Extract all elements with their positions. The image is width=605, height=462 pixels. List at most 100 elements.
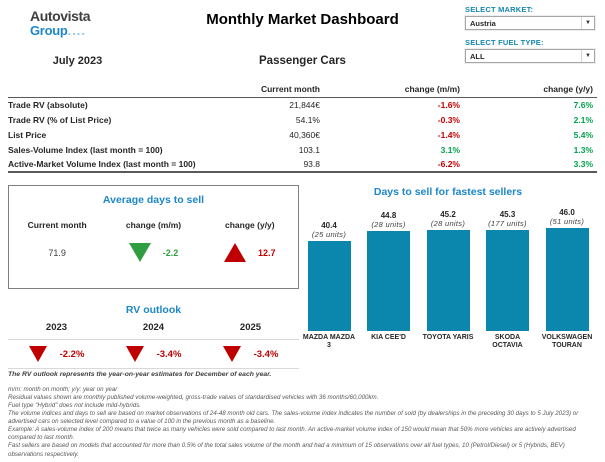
fastest-sellers-chart: Days to sell for fastest sellers 40.4 (2… <box>299 186 597 351</box>
filter-controls: SELECT MARKET: Austria ▼ SELECT FUEL TYP… <box>464 5 596 71</box>
page-title: Monthly Market Dashboard <box>206 11 399 28</box>
bar-column: 40.4 (25 units) <box>301 220 357 331</box>
footnote-line: Example: A sales-volume index of 200 mea… <box>8 426 576 442</box>
bar-column: 45.2 (28 units) <box>420 210 476 331</box>
bar-value-label: 44.8 <box>380 210 397 220</box>
rv-outlook-item: -3.4% <box>105 346 202 362</box>
avg-col-header-current: Current month <box>27 220 87 230</box>
kpi-header-row: Current month change (m/m) change (y/y) <box>8 82 597 98</box>
triangle-down-red-icon <box>222 346 241 362</box>
rv-outlook-item: -2.2% <box>8 346 105 362</box>
table-row: Active-Market Volume Index (last month =… <box>8 157 597 173</box>
bar-column: 45.3 (177 units) <box>480 210 536 331</box>
change-mm-value: -1.4% <box>437 129 460 140</box>
row-label: Trade RV (% of List Price) <box>8 114 112 125</box>
triangle-down-green-icon <box>128 243 151 262</box>
current-value: 93.8 <box>239 157 324 173</box>
bar <box>426 229 470 331</box>
rv-year: 2025 <box>239 322 262 333</box>
bar-value-label: 45.3 <box>499 209 516 219</box>
x-axis-label: KIA CEE'D <box>371 334 406 341</box>
market-select[interactable]: Austria ▼ <box>464 15 596 31</box>
kpi-table: Current month change (m/m) change (y/y) … <box>8 82 597 173</box>
row-label: Active-Market Volume Index (last month =… <box>8 157 239 173</box>
market-select-label: SELECT MARKET: <box>465 5 534 14</box>
table-row: Trade RV (absolute) 21,844€ -1.6% 7.6% <box>8 97 597 112</box>
current-value: 40,360€ <box>289 129 320 140</box>
footnote-line: Residual values shown are monthly publis… <box>8 394 379 402</box>
autovista-group-logo: Autovista Group.... <box>30 8 91 38</box>
x-axis-label: TOYOTA YARIS <box>422 334 474 341</box>
rv-outlook-item: -3.4% <box>202 346 299 362</box>
row-label: Sales-Volume Index (last month = 100) <box>8 144 163 155</box>
change-mm-value: -0.3% <box>437 114 460 125</box>
row-label: Trade RV (absolute) <box>8 99 88 110</box>
bar-units-label: (177 units) <box>488 218 527 228</box>
dropdown-arrow-icon: ▼ <box>581 50 594 62</box>
fuel-select-label: SELECT FUEL TYPE: <box>465 38 544 47</box>
bar-value-label: 45.2 <box>440 209 456 219</box>
col-header-change-mm: change (m/m) <box>324 82 464 98</box>
table-row: List Price 40,360€ -1.4% 5.4% <box>8 127 597 142</box>
change-yy-value: 1.3% <box>573 144 593 155</box>
bar <box>545 228 589 331</box>
bar-units-label: (28 units) <box>430 218 466 228</box>
triangle-down-red-icon <box>125 346 144 362</box>
current-value: 103.1 <box>298 144 320 155</box>
panel-title: Average days to sell <box>102 194 205 206</box>
logo-dots: .... <box>67 22 86 38</box>
triangle-down-red-icon <box>28 346 47 362</box>
dropdown-arrow-icon: ▼ <box>581 17 594 29</box>
row-label: List Price <box>8 129 47 140</box>
left-panels: Average days to sell Current month chang… <box>8 185 299 369</box>
triangle-up-red-icon <box>224 243 247 262</box>
fuel-select-value: ALL <box>470 51 485 61</box>
bar-units-label: (51 units) <box>549 217 585 226</box>
avg-days-current-value: 71.9 <box>48 247 66 258</box>
average-days-to-sell-panel: Average days to sell Current month chang… <box>8 185 299 289</box>
bar <box>486 229 529 331</box>
change-yy-value: 3.3% <box>464 157 597 173</box>
rv-year: 2024 <box>142 322 165 333</box>
logo-text-autovista: Autovista <box>30 8 91 24</box>
report-period: July 2023 <box>52 55 103 67</box>
x-axis-label: VOLKSWAGEN TOURAN <box>541 334 593 350</box>
bar-column: 46.0 (51 units) <box>539 208 595 331</box>
footnote-line: Fuel type "Hybrid" does not include mild… <box>8 402 142 410</box>
bar-units-label: (25 units) <box>311 229 347 239</box>
chart-x-axis: MAZDA MAZDA 3 KIA CEE'D TOYOTA YARIS SKO… <box>299 334 597 351</box>
change-mm-value: -1.6% <box>437 99 460 110</box>
bar <box>367 230 410 331</box>
bar <box>307 240 351 331</box>
rv-outlook-value: -3.4% <box>253 348 279 360</box>
footnote-line: Fast sellers are based on models that ac… <box>8 442 565 458</box>
market-select-value: Austria <box>470 18 496 28</box>
bar-value-label: 40.4 <box>321 220 337 230</box>
change-yy-value: 7.6% <box>573 99 593 110</box>
avg-col-header-yy: change (y/y) <box>225 220 275 230</box>
footnote-line: m/m: month on month; y/y: year on year <box>8 386 118 393</box>
current-value: 21,844€ <box>289 99 320 110</box>
rv-outlook-value: -3.4% <box>156 348 182 360</box>
change-mm-value: 3.1% <box>440 144 460 155</box>
table-row: Sales-Volume Index (last month = 100) 10… <box>8 142 597 157</box>
change-yy-value: 2.1% <box>573 114 593 125</box>
bar-column: 44.8 (28 units) <box>361 211 417 331</box>
x-axis-label: MAZDA MAZDA 3 <box>302 334 356 350</box>
chart-plot-area: 40.4 (25 units) 44.8 (28 units) 45.2 (28… <box>299 201 597 331</box>
col-header-current-month: Current month <box>239 82 324 98</box>
table-row: Trade RV (% of List Price) 54.1% -0.3% 2… <box>8 112 597 127</box>
col-header-change-yy: change (y/y) <box>464 82 597 98</box>
change-yy-value: 5.4% <box>573 129 593 140</box>
avg-days-yy-value: 12.7 <box>258 247 276 258</box>
rv-outlook-panel: RV outlook 2023 2024 2025 -2.2% -3.4% -3… <box>8 296 299 369</box>
x-axis-label: SKODA OCTAVIA <box>492 334 523 350</box>
report-subtitle: Passenger Cars <box>259 55 346 67</box>
fuel-type-select[interactable]: ALL ▼ <box>464 48 596 64</box>
change-mm-value: -6.2% <box>324 157 464 173</box>
logo-text-group: Group.... <box>30 22 86 38</box>
panel-title: RV outlook <box>125 304 182 316</box>
footnote-highlight: The RV outlook represents the year-on-ye… <box>8 371 272 378</box>
avg-col-header-mm: change (m/m) <box>125 220 182 230</box>
bar-value-label: 46.0 <box>559 208 575 217</box>
